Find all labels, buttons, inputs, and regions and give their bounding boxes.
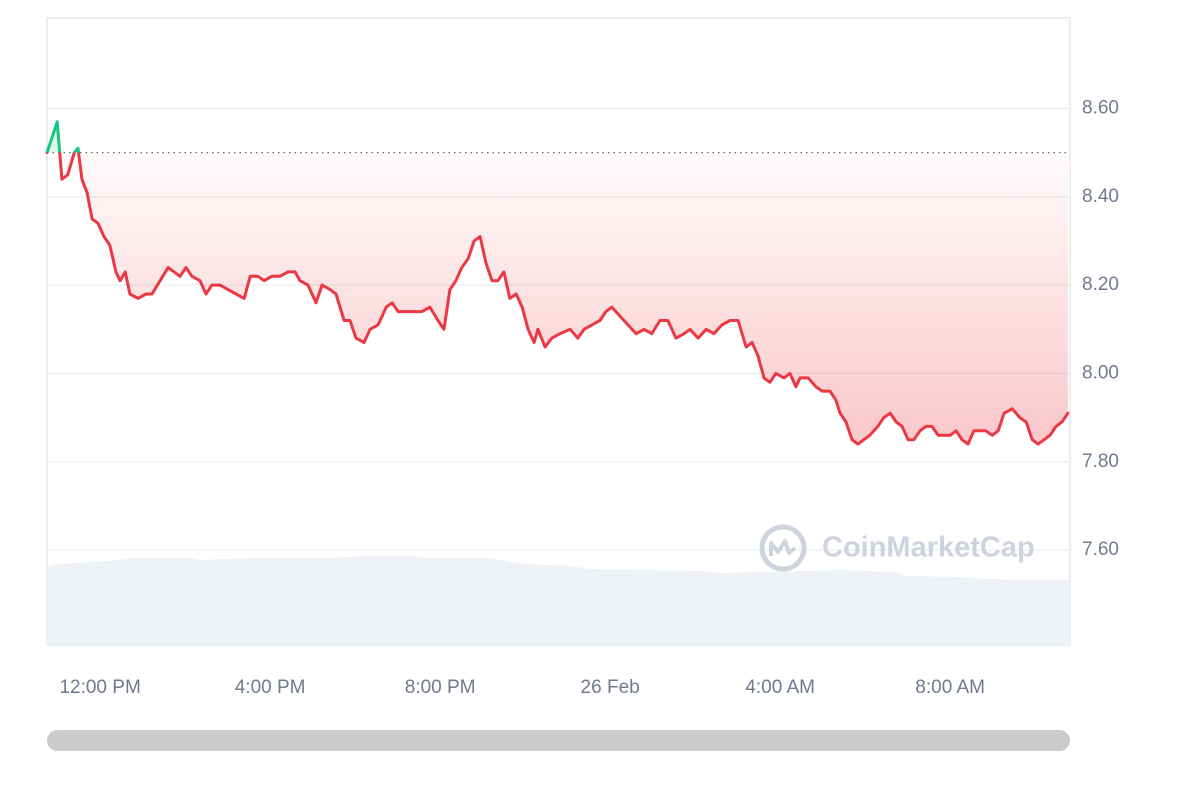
x-tick-label: 12:00 PM: [59, 677, 140, 698]
x-tick-label: 4:00 PM: [235, 677, 306, 698]
x-tick-label: 8:00 AM: [915, 677, 985, 698]
watermark-text: CoinMarketCap: [822, 532, 1035, 564]
y-tick-label: 8.00: [1082, 362, 1119, 383]
price-line: [45, 120, 1070, 446]
volume-area: [47, 556, 1070, 645]
watermark-logo-mark: [769, 539, 797, 556]
scrollbar[interactable]: [47, 730, 1070, 751]
y-tick-label: 7.60: [1082, 539, 1119, 560]
watermark: CoinMarketCap: [759, 524, 1035, 572]
y-tick-label: 8.40: [1082, 186, 1119, 207]
y-tick-label: 7.80: [1082, 451, 1119, 472]
x-tick-label: 26 Feb: [581, 677, 640, 698]
y-tick-label: 8.60: [1082, 98, 1119, 119]
x-tick-label: 4:00 AM: [745, 677, 815, 698]
y-tick-label: 8.20: [1082, 274, 1119, 295]
watermark-logo: [759, 524, 807, 572]
price-area: [47, 121, 1068, 445]
x-tick-label: 8:00 PM: [405, 677, 476, 698]
